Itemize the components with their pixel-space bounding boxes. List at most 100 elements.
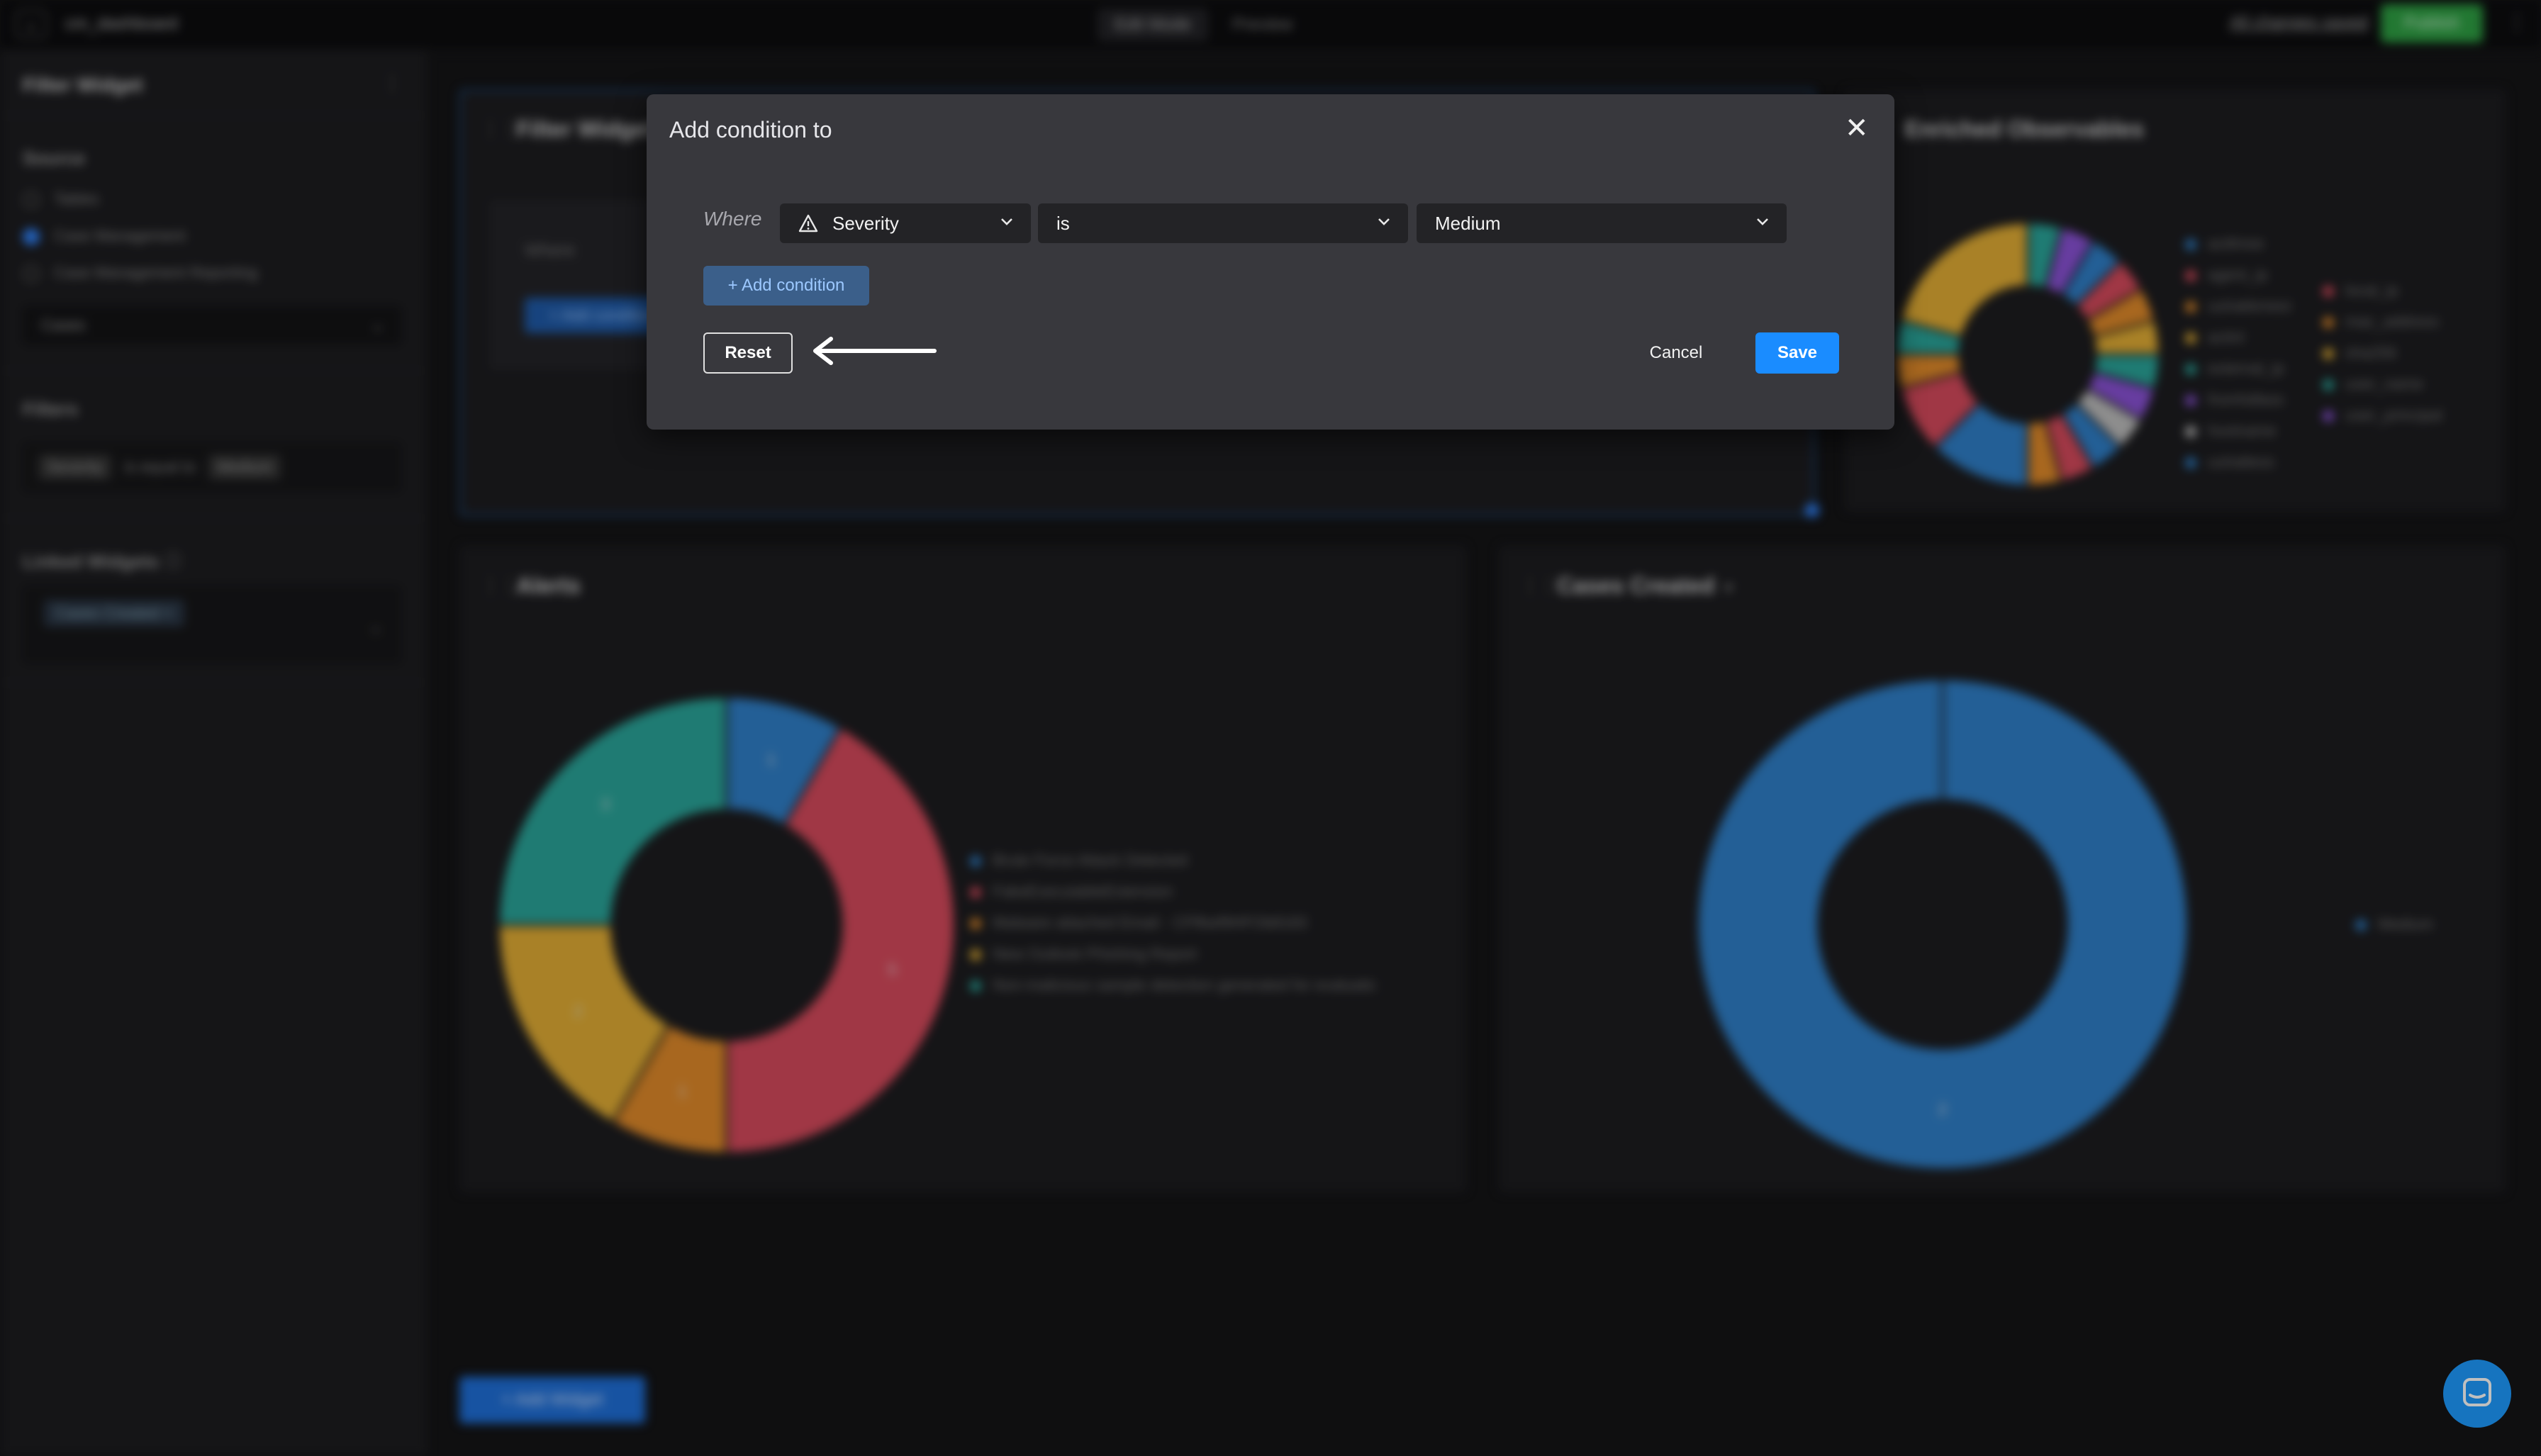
legend-swatch	[2185, 332, 2196, 345]
drag-handle-icon[interactable]: ⋮⋮	[479, 116, 520, 141]
slice-fakeexecutableextension[interactable]	[725, 725, 956, 1155]
resize-handle[interactable]	[1805, 503, 1819, 517]
linked-widget-chip[interactable]: Cases Created ×	[44, 600, 184, 627]
slice-16[interactable]	[1898, 220, 2029, 339]
sidebar-kebab-icon[interactable]: ⋮	[381, 72, 403, 95]
back-arrow-icon[interactable]: ‹	[16, 10, 47, 38]
legend-label: user_principal	[2345, 406, 2442, 424]
legend-item[interactable]: Non-malicious sample detection generated…	[970, 970, 1377, 1001]
legend-label: Non-malicious sample detection generated…	[993, 976, 1377, 994]
filter-summary[interactable]: Severity is equal to Medium	[23, 442, 401, 492]
legend-item[interactable]: sha256	[2323, 337, 2442, 369]
legend-label: FakeExecutableExtension	[993, 883, 1173, 900]
saved-status[interactable]: All changes saved	[2230, 13, 2368, 32]
legend-item[interactable]: FakeExecutableExtension	[970, 876, 1377, 907]
radio-icon	[23, 191, 40, 209]
slice-non-malicious-sample-detection-generated-for-evaluatic[interactable]	[496, 695, 728, 926]
info-icon[interactable]: ⓘ	[164, 551, 183, 572]
filter-widget-where: Where	[525, 241, 575, 260]
add-condition-button[interactable]: + Add condition	[703, 266, 869, 306]
legend-item[interactable]: Brute Force Attack Detected	[970, 845, 1377, 876]
divider	[0, 682, 425, 683]
legend-item[interactable]: actinl	[2185, 322, 2291, 353]
legend-label: uuhaltess	[2208, 453, 2275, 471]
chevron-down-icon: ⌄	[369, 617, 384, 637]
tab-edit-mode[interactable]: Edit Mode	[1098, 9, 1209, 41]
cancel-button[interactable]: Cancel	[1649, 343, 1703, 362]
slice-value-label: 5	[888, 961, 897, 979]
reset-button[interactable]: Reset	[703, 332, 793, 374]
source-option-tables[interactable]: Tables	[23, 190, 99, 209]
cases-created-legend: Medium	[2355, 909, 2433, 940]
source-option-case-management[interactable]: Case Management	[23, 227, 186, 246]
divider	[0, 517, 425, 519]
legend-item[interactable]: hostname	[2185, 415, 2291, 447]
legend-item[interactable]: Medium	[2355, 909, 2433, 940]
legend-swatch	[2185, 239, 2196, 251]
enriched-observables-title: Enriched Observables	[1904, 116, 2144, 142]
operator-select[interactable]: is	[1038, 203, 1408, 243]
top-bar: ‹ cm_dashboard Edit Mode Preview All cha…	[0, 0, 2541, 51]
legend-item[interactable]: Malware attached Email - CFf6wf9HFOb8183	[970, 907, 1377, 939]
legend-label: actinl	[2208, 328, 2245, 346]
legend-item[interactable]: actthree	[2185, 228, 2291, 259]
slice-value-label: 1	[678, 1082, 686, 1100]
legend-item[interactable]: user_name	[2323, 369, 2442, 400]
enriched-legend-right: local_ip mac_address sha256 user_name user_p…	[2323, 275, 2442, 431]
legend-swatch	[970, 887, 981, 899]
source-option-cm-reporting[interactable]: Case Management Reporting	[23, 264, 257, 283]
table-select[interactable]: Cases ⌄	[23, 306, 401, 345]
legend-item[interactable]: agent_ip	[2185, 259, 2291, 291]
legend-item[interactable]: external_ip	[2185, 353, 2291, 384]
legend-item[interactable]: uuhakkmesi	[2185, 291, 2291, 322]
alerts-donut: 1 5 1 2 3	[496, 695, 956, 1155]
legend-swatch	[2185, 301, 2196, 313]
add-widget-button[interactable]: + Add Widget	[459, 1377, 645, 1423]
where-label: Where	[703, 208, 762, 230]
legend-swatch	[970, 980, 981, 992]
slice-medium[interactable]	[1696, 677, 2189, 1171]
sidebar-title: Filter Widget	[23, 74, 143, 96]
drag-handle-icon[interactable]: ⋮⋮	[1519, 572, 1560, 598]
legend-swatch	[2323, 379, 2334, 391]
operator-select-value: is	[1056, 213, 1070, 234]
enriched-donut	[1894, 220, 2162, 488]
remove-icon[interactable]: ×	[163, 604, 173, 622]
legend-label: uuhakkmesi	[2208, 297, 2291, 315]
close-icon[interactable]: ✕	[1845, 113, 1869, 144]
legend-swatch	[2185, 270, 2196, 282]
legend-item[interactable]: fromhdlass	[2185, 384, 2291, 415]
legend-label: mac_address	[2345, 313, 2440, 330]
app-title: cm_dashboard	[65, 14, 178, 33]
chat-icon	[2463, 1378, 2491, 1406]
divider	[0, 115, 425, 116]
legend-label: New Outlook Phishing Report	[993, 945, 1197, 963]
more-options-icon[interactable]: ⋮	[2506, 11, 2528, 34]
drag-handle-icon[interactable]: ⋮⋮	[479, 572, 520, 598]
slice-value-label: 3	[601, 795, 610, 813]
chat-button[interactable]	[2443, 1360, 2511, 1428]
legend-label: sha256	[2345, 344, 2397, 362]
publish-button[interactable]: Publish	[2381, 4, 2483, 43]
legend-swatch	[2323, 317, 2334, 329]
slice-new-outlook-phishing-report[interactable]	[496, 924, 671, 1125]
legend-item[interactable]: mac_address	[2323, 306, 2442, 337]
legend-item[interactable]: user_principal	[2323, 400, 2442, 431]
value-select[interactable]: Medium	[1417, 203, 1787, 243]
radio-icon	[23, 228, 40, 246]
legend-swatch	[2355, 919, 2367, 931]
legend-item[interactable]: local_ip	[2323, 275, 2442, 306]
legend-item[interactable]: New Outlook Phishing Report	[970, 939, 1377, 970]
slice-value-label: 2	[1938, 1101, 1947, 1119]
legend-swatch	[2323, 410, 2334, 422]
legend-label: local_ip	[2345, 281, 2398, 299]
legend-item[interactable]: uuhaltess	[2185, 447, 2291, 478]
caret-down-icon[interactable]: ▼	[1721, 579, 1737, 597]
tab-preview[interactable]: Preview	[1232, 15, 1293, 34]
chevron-down-icon	[1378, 218, 1390, 225]
field-select[interactable]: Severity	[780, 203, 1031, 243]
legend-swatch	[970, 918, 981, 930]
save-button[interactable]: Save	[1755, 332, 1839, 374]
warning-triangle-icon	[798, 214, 818, 233]
